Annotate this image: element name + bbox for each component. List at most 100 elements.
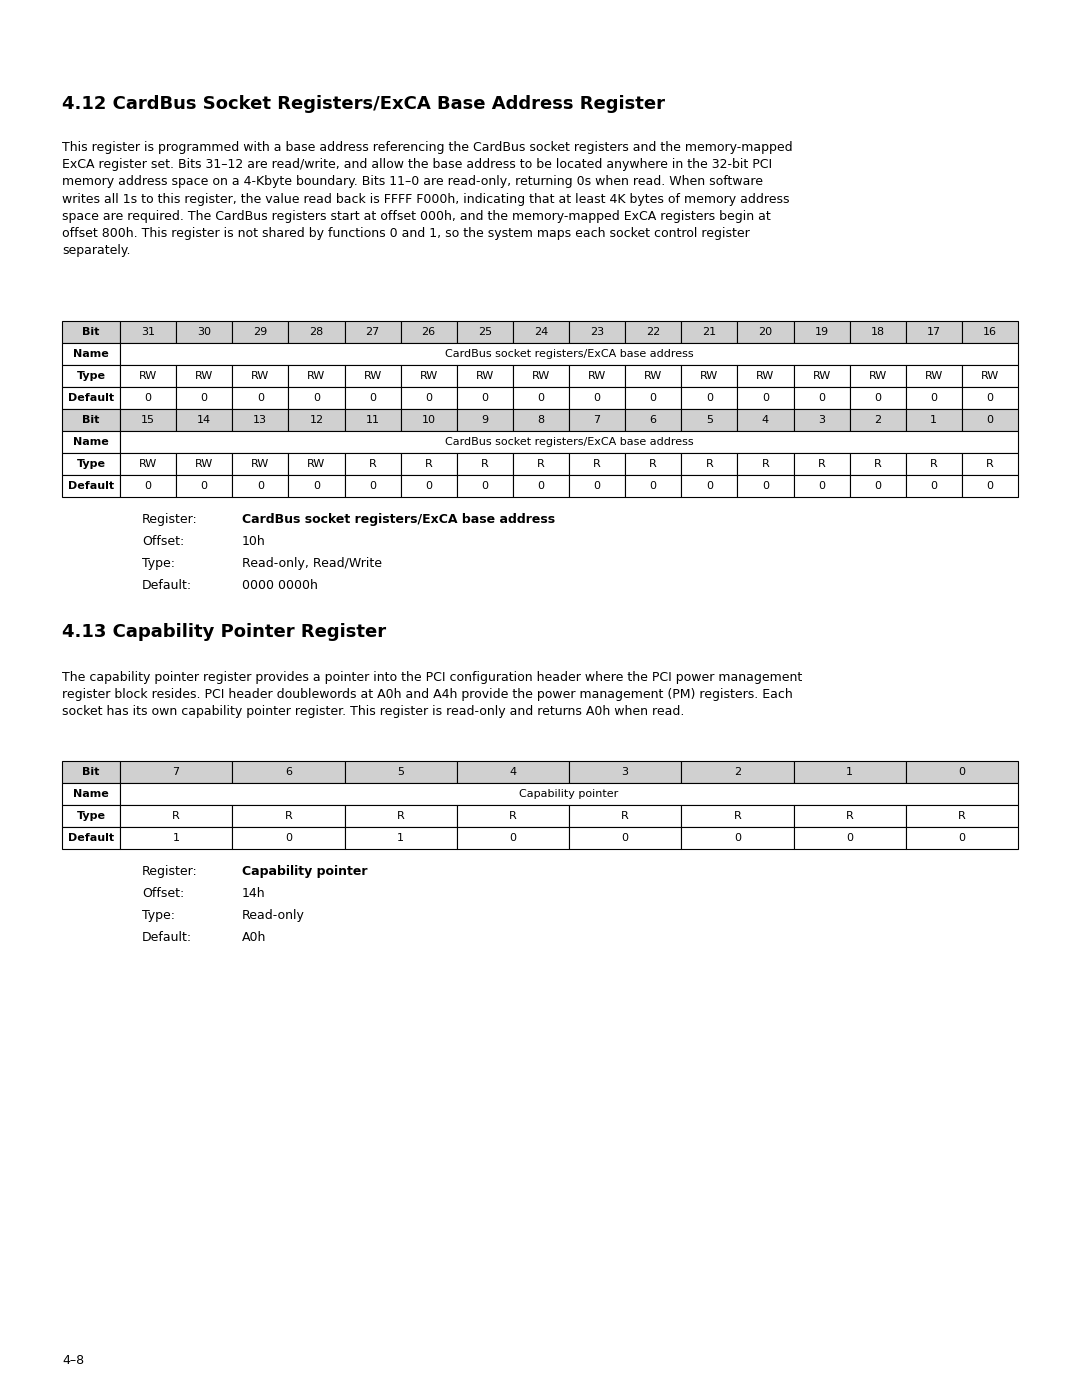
Text: 0: 0 — [874, 393, 881, 402]
Text: RW: RW — [139, 460, 158, 469]
Text: 0: 0 — [986, 393, 994, 402]
Bar — [738, 475, 794, 497]
Bar — [569, 761, 681, 782]
Text: 26: 26 — [421, 327, 435, 337]
Text: 27: 27 — [365, 327, 380, 337]
Bar — [569, 827, 681, 849]
Bar — [120, 827, 232, 849]
Bar — [62, 782, 120, 805]
Text: RW: RW — [700, 372, 718, 381]
Bar — [569, 805, 681, 827]
Bar — [62, 365, 120, 387]
Bar — [457, 761, 569, 782]
Text: 5: 5 — [706, 415, 713, 425]
Text: 7: 7 — [173, 767, 179, 777]
Bar — [345, 321, 401, 344]
Text: 0: 0 — [482, 481, 488, 490]
Bar — [681, 387, 738, 409]
Bar — [738, 453, 794, 475]
Text: RW: RW — [419, 372, 437, 381]
Text: RW: RW — [139, 372, 158, 381]
Text: CardBus socket registers/ExCA base address: CardBus socket registers/ExCA base addre… — [445, 349, 693, 359]
Bar — [345, 365, 401, 387]
Text: Bit: Bit — [82, 327, 99, 337]
Bar — [345, 761, 457, 782]
Bar — [794, 409, 850, 432]
Bar — [176, 387, 232, 409]
Text: Register:: Register: — [141, 865, 198, 877]
Bar — [962, 321, 1018, 344]
Bar — [176, 409, 232, 432]
Text: R: R — [509, 812, 516, 821]
Text: 1: 1 — [173, 833, 179, 842]
Bar — [906, 321, 962, 344]
Text: 4.13 Capability Pointer Register: 4.13 Capability Pointer Register — [62, 623, 387, 641]
Bar — [457, 475, 513, 497]
Text: Type:: Type: — [141, 557, 175, 570]
Bar — [457, 805, 569, 827]
Bar — [513, 387, 569, 409]
Text: Default:: Default: — [141, 930, 192, 944]
Bar — [794, 365, 850, 387]
Text: 23: 23 — [590, 327, 604, 337]
Bar — [120, 409, 176, 432]
Bar — [401, 321, 457, 344]
Bar — [345, 409, 401, 432]
Bar — [906, 409, 962, 432]
Bar — [513, 475, 569, 497]
Bar — [906, 761, 1018, 782]
Text: 0: 0 — [313, 393, 320, 402]
Text: 0: 0 — [313, 481, 320, 490]
Text: Offset:: Offset: — [141, 887, 185, 900]
Text: 10h: 10h — [242, 535, 266, 548]
Bar — [850, 409, 906, 432]
Text: 30: 30 — [198, 327, 212, 337]
Bar — [176, 475, 232, 497]
Text: 29: 29 — [253, 327, 268, 337]
Bar — [288, 387, 345, 409]
Text: Type: Type — [77, 812, 106, 821]
Bar — [738, 409, 794, 432]
Text: This register is programmed with a base address referencing the CardBus socket r: This register is programmed with a base … — [62, 141, 793, 257]
Text: Bit: Bit — [82, 415, 99, 425]
Bar — [232, 409, 288, 432]
Bar — [738, 321, 794, 344]
Bar — [681, 365, 738, 387]
Bar — [850, 365, 906, 387]
Text: R: R — [537, 460, 544, 469]
Text: 0: 0 — [734, 833, 741, 842]
Text: 0: 0 — [818, 481, 825, 490]
Bar — [569, 409, 625, 432]
Text: 8: 8 — [538, 415, 544, 425]
Text: RW: RW — [924, 372, 943, 381]
Bar — [232, 827, 345, 849]
Bar — [457, 387, 513, 409]
Text: 0: 0 — [510, 833, 516, 842]
Bar — [962, 387, 1018, 409]
Bar — [457, 365, 513, 387]
Text: 14h: 14h — [242, 887, 266, 900]
Bar — [457, 321, 513, 344]
Text: R: R — [621, 812, 629, 821]
Text: R: R — [846, 812, 853, 821]
Bar — [62, 805, 120, 827]
Bar — [569, 365, 625, 387]
Bar — [738, 365, 794, 387]
Text: Type: Type — [77, 460, 106, 469]
Text: 0: 0 — [285, 833, 292, 842]
Bar — [62, 432, 120, 453]
Text: 0: 0 — [930, 481, 937, 490]
Text: 1: 1 — [930, 415, 937, 425]
Bar — [401, 409, 457, 432]
Text: 24: 24 — [534, 327, 548, 337]
Text: RW: RW — [195, 460, 214, 469]
Text: 0: 0 — [538, 481, 544, 490]
Text: Default: Default — [68, 481, 114, 490]
Text: 6: 6 — [650, 415, 657, 425]
Bar — [569, 321, 625, 344]
Text: 0: 0 — [257, 393, 264, 402]
Bar — [232, 365, 288, 387]
Text: 0: 0 — [986, 481, 994, 490]
Text: 3: 3 — [622, 767, 629, 777]
Bar — [401, 365, 457, 387]
